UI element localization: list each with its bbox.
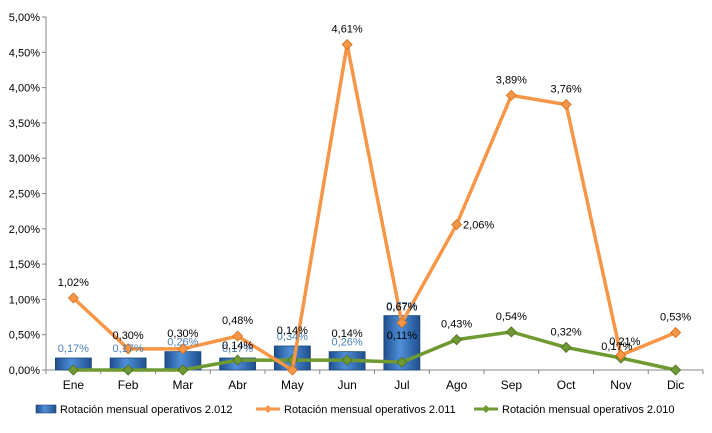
y-tick-label: 4,50% <box>9 47 40 59</box>
x-tick-label: Oct <box>557 378 576 392</box>
y-tick-label: 0,00% <box>9 365 40 377</box>
y-tick-label: 1,50% <box>9 259 40 271</box>
line-data-label-2010: 0,14% <box>277 325 308 337</box>
bar-data-label: 0,77% <box>386 301 417 313</box>
legend-label-2011: Rotación mensual operativos 2.011 <box>284 404 456 416</box>
point-marker <box>122 343 134 355</box>
x-tick-label: Mar <box>173 378 194 392</box>
bar-data-label: 0,26% <box>167 337 198 349</box>
line-data-label-2010: 0,54% <box>496 311 527 323</box>
point-marker <box>396 317 408 329</box>
point-marker <box>67 364 79 376</box>
line-data-label-2010: 0,17% <box>601 341 632 353</box>
y-tick-label: 3,00% <box>9 153 40 165</box>
line-data-label-2011: 0,48% <box>222 315 253 327</box>
legend-swatch-2012 <box>35 404 57 414</box>
x-tick-label: Ago <box>446 378 468 392</box>
x-tick-label: Abr <box>228 378 247 392</box>
line-data-label-2011: 3,89% <box>496 74 527 86</box>
legend-label-2012: Rotación mensual operativos 2.012 <box>60 404 232 416</box>
bar-data-label: 0,17% <box>113 343 144 355</box>
legend-marker-2010 <box>482 405 490 413</box>
y-tick-label: 0,50% <box>9 330 40 342</box>
line-data-label-2011: 0,67% <box>386 302 417 314</box>
point-marker <box>615 349 627 361</box>
point-marker <box>177 343 189 355</box>
point-marker <box>341 38 353 51</box>
line-data-label-2010: 0,43% <box>441 319 472 331</box>
legend-label-2010: Rotación mensual operativos 2.010 <box>502 404 674 416</box>
point-marker <box>396 356 408 368</box>
x-tick-label: Jul <box>394 378 409 392</box>
point-marker <box>670 327 682 339</box>
x-tick-label: Nov <box>610 378 631 392</box>
line-data-label-2011: 0,53% <box>660 312 691 324</box>
line-series <box>67 38 682 376</box>
data-labels: 0,17% 0,17% 0,26% 0,17% 0,34% 0,26% 0,77% 1,02%… <box>58 24 692 355</box>
axes: 0,00% 0,50% 1,00% 1,50% 2,00% 2,50% 3,00% 3,50%… <box>9 12 704 392</box>
point-marker <box>560 98 572 111</box>
point-marker <box>67 292 79 304</box>
y-tick-label: 1,00% <box>9 294 40 306</box>
series-line-2010 <box>73 330 676 372</box>
point-marker <box>451 218 463 231</box>
legend: Rotación mensual operativos 2.012 Rotació… <box>35 404 674 416</box>
point-marker <box>341 354 353 366</box>
y-tick-label: 2,50% <box>9 189 40 201</box>
x-tick-label: May <box>281 378 304 392</box>
line-data-label-2011: 0,30% <box>167 328 198 340</box>
line-data-label-2011: 0,30% <box>113 330 144 342</box>
line-data-label-2011: 4,61% <box>332 24 363 36</box>
legend-marker-2011 <box>264 405 272 413</box>
point-marker <box>122 364 134 376</box>
line-data-label-2011: 0,21% <box>609 336 640 348</box>
point-marker <box>232 354 244 366</box>
x-tick-label: Feb <box>118 378 139 392</box>
line-data-label-2011: 3,76% <box>551 84 582 96</box>
point-marker <box>505 89 517 101</box>
line-data-label-2010: 0,14% <box>332 328 363 340</box>
y-tick-label: 3,50% <box>9 118 40 130</box>
line-data-label-2010: 0,14% <box>222 340 253 352</box>
point-marker <box>232 330 244 342</box>
y-tick-label: 5,00% <box>9 12 40 24</box>
point-marker <box>177 364 189 376</box>
point-marker <box>560 341 572 353</box>
series-line-2011 <box>72 42 677 372</box>
point-marker <box>451 334 463 346</box>
bar-data-label: 0,17% <box>222 343 253 355</box>
point-marker <box>670 364 682 376</box>
point-marker <box>286 364 298 376</box>
y-tick-label: 2,00% <box>9 224 40 236</box>
line-data-label-2011: 1,02% <box>58 277 89 289</box>
x-tick-label: Jun <box>337 378 356 392</box>
bar-data-label: 0,26% <box>332 337 363 349</box>
x-tick-label: Sep <box>501 378 523 392</box>
x-tick-label: Ene <box>63 378 85 392</box>
x-tick-label: Dic <box>667 378 684 392</box>
y-tick-label: 4,00% <box>9 83 40 95</box>
bar-data-label: 0,34% <box>277 331 308 343</box>
bar-data-label: 0,17% <box>58 343 89 355</box>
line-data-label-2011: 2,06% <box>463 220 494 232</box>
point-marker <box>505 326 517 338</box>
line-data-label-2010: 0,32% <box>551 326 582 338</box>
line-data-label-2010: 0,11% <box>387 330 418 342</box>
